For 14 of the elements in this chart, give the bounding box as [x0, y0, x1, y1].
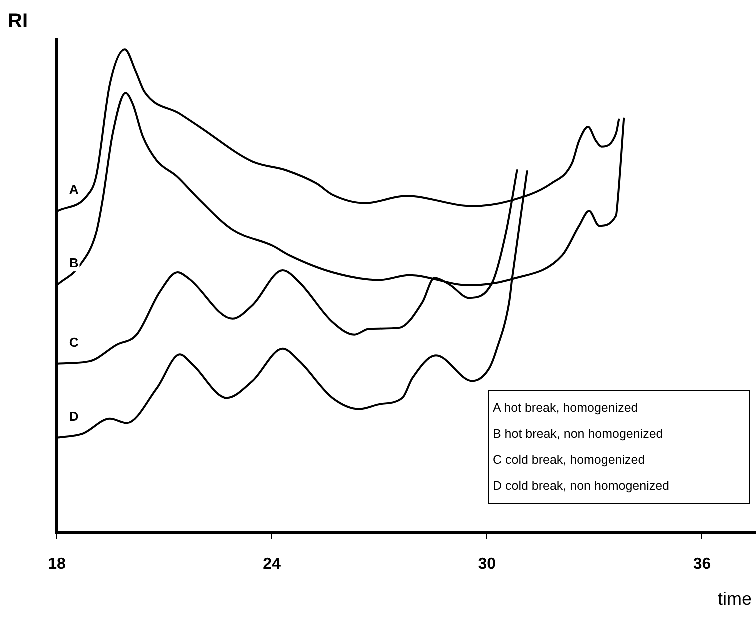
annotation: A hot break, homogenized [493, 400, 640, 417]
y-axis-title: RI [8, 10, 28, 33]
x-tick-label: 30 [478, 556, 496, 574]
x-tick-label: 24 [263, 556, 282, 574]
annotation: C cold break, homogenized [493, 452, 646, 469]
series-label: D [69, 408, 79, 424]
series-label: C [69, 334, 80, 350]
annotation: B hot break, non homogenized [493, 426, 664, 443]
annotation: D cold break, non homogenized [493, 478, 671, 495]
x-axis-title: time [718, 589, 752, 609]
x-tick-label: 18 [48, 556, 66, 574]
series-label: B [69, 256, 79, 271]
x-tick-label: 36 [693, 556, 712, 574]
series-label: A [69, 182, 80, 198]
